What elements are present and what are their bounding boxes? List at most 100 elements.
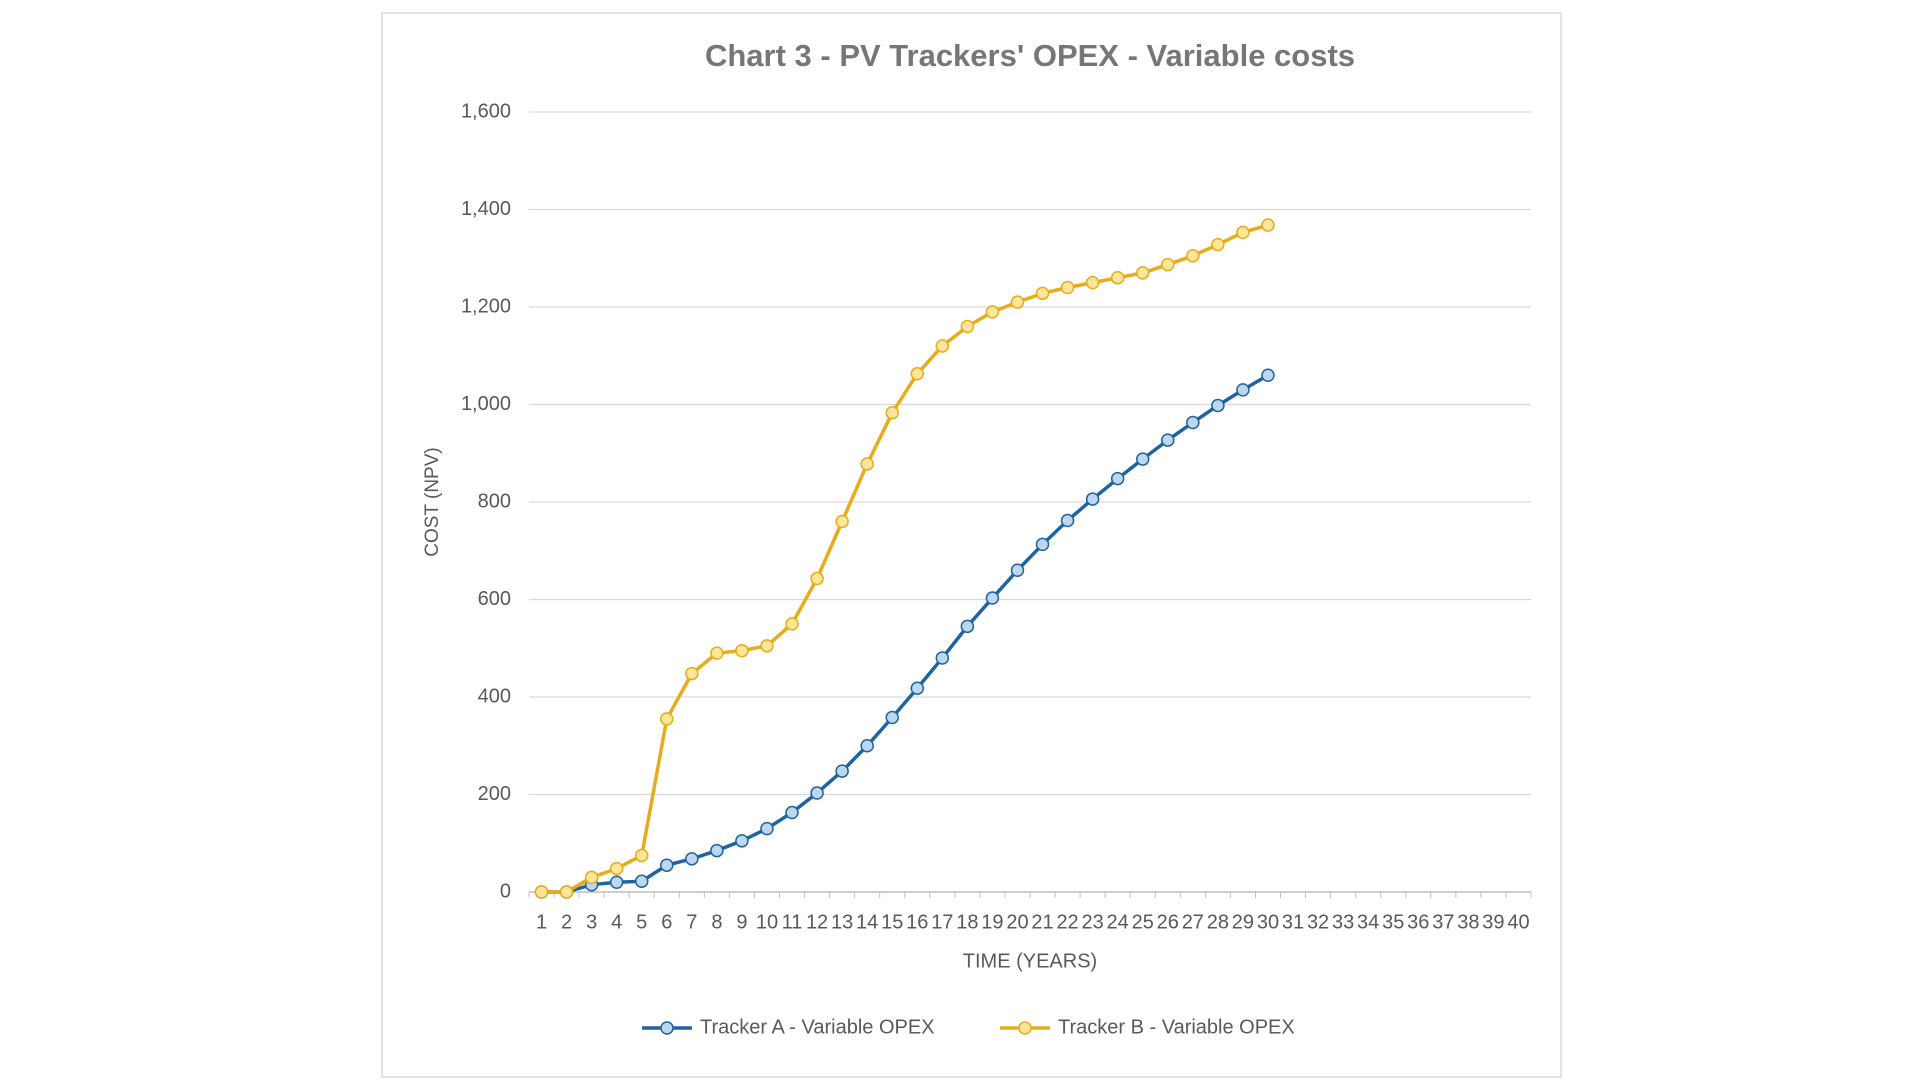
x-tick-label: 6 [661, 911, 672, 933]
data-point [1035, 286, 1050, 301]
data-point [685, 666, 699, 681]
data-point [1186, 415, 1200, 430]
data-point [634, 848, 649, 863]
x-tick-label: 34 [1357, 911, 1379, 933]
chart-border [381, 12, 1562, 1078]
data-point [910, 367, 925, 381]
data-point [1135, 452, 1150, 466]
x-tick-label: 24 [1107, 911, 1129, 933]
x-tick-label: 4 [611, 911, 622, 933]
data-point [810, 571, 824, 586]
legend-label: Tracker B - Variable OPEX [1058, 1016, 1295, 1038]
x-tick-label: 2 [561, 911, 572, 933]
data-point [1060, 280, 1075, 295]
data-point [1186, 249, 1200, 263]
data-point [660, 858, 674, 872]
legend-marker [660, 1021, 674, 1035]
data-point [1236, 225, 1250, 240]
data-point [785, 805, 799, 820]
data-point [885, 710, 899, 725]
data-point [1110, 271, 1125, 285]
x-tick-label: 31 [1282, 911, 1304, 933]
y-tick-label: 400 [478, 685, 511, 707]
data-point [1161, 433, 1175, 447]
data-point [860, 457, 874, 471]
x-tick-label: 20 [1006, 911, 1028, 933]
x-tick-label: 11 [782, 911, 803, 933]
data-point [1085, 275, 1100, 290]
data-point [1261, 218, 1275, 232]
x-tick-label: 28 [1207, 911, 1229, 933]
y-tick-label: 600 [478, 588, 511, 610]
x-tick-label: 13 [831, 911, 853, 933]
data-point [760, 821, 774, 836]
data-point [1110, 471, 1125, 486]
data-point [760, 639, 774, 653]
x-tick-label: 26 [1157, 911, 1179, 933]
y-tick-label: 1,200 [461, 295, 511, 317]
data-point [1236, 383, 1250, 397]
data-point [1035, 537, 1050, 552]
data-point [609, 875, 624, 889]
y-tick-label: 1,400 [461, 198, 511, 220]
x-tick-label: 21 [1031, 911, 1053, 933]
x-tick-label: 39 [1482, 911, 1504, 933]
data-point [710, 843, 724, 858]
data-point [985, 591, 1000, 605]
data-point [1161, 257, 1175, 272]
data-point [559, 885, 574, 899]
y-tick-label: 0 [500, 880, 511, 902]
x-tick-label: 23 [1082, 911, 1104, 933]
data-point [584, 870, 599, 885]
data-point [1135, 266, 1150, 280]
y-tick-label: 800 [478, 490, 511, 512]
x-tick-label: 12 [806, 911, 828, 933]
data-point [835, 514, 849, 529]
data-point [835, 764, 849, 778]
x-tick-label: 3 [586, 911, 597, 933]
data-point [985, 305, 1000, 319]
x-tick-label: 19 [981, 911, 1003, 933]
x-tick-label: 5 [636, 911, 647, 933]
data-point [960, 619, 975, 634]
data-point [735, 643, 749, 658]
y-axis-title: COST (NPV) [422, 447, 443, 556]
data-point [935, 651, 950, 665]
y-tick-label: 1,600 [461, 100, 511, 122]
x-tick-label: 35 [1382, 911, 1404, 933]
y-tick-label: 1,000 [461, 393, 511, 415]
data-point [1261, 368, 1275, 382]
data-point [810, 786, 824, 800]
x-axis-title: TIME (YEARS) [963, 950, 1097, 972]
x-tick-label: 27 [1182, 911, 1204, 933]
x-tick-label: 16 [906, 911, 928, 933]
x-tick-label: 9 [736, 911, 747, 933]
data-point [1010, 295, 1025, 309]
data-point [885, 406, 899, 420]
data-point [660, 712, 674, 726]
x-tick-label: 7 [686, 911, 697, 933]
data-point [935, 339, 950, 353]
chart-title: Chart 3 - PV Trackers' OPEX - Variable c… [705, 38, 1355, 73]
legend-marker [1018, 1021, 1032, 1035]
x-tick-label: 30 [1257, 911, 1279, 933]
x-tick-label: 25 [1132, 911, 1154, 933]
data-point [785, 617, 799, 631]
x-tick-label: 15 [881, 911, 903, 933]
data-point [609, 861, 624, 876]
data-point [735, 834, 749, 848]
data-point [1211, 398, 1225, 413]
x-tick-label: 32 [1307, 911, 1329, 933]
x-tick-label: 29 [1232, 911, 1254, 933]
legend-label: Tracker A - Variable OPEX [700, 1016, 935, 1038]
x-tick-label: 37 [1432, 911, 1454, 933]
x-tick-label: 14 [856, 911, 878, 933]
x-tick-label: 17 [931, 911, 953, 933]
data-point [1060, 513, 1075, 528]
y-tick-label: 200 [478, 783, 511, 805]
data-point [1010, 563, 1025, 577]
x-tick-label: 18 [956, 911, 978, 933]
data-point [910, 681, 925, 695]
